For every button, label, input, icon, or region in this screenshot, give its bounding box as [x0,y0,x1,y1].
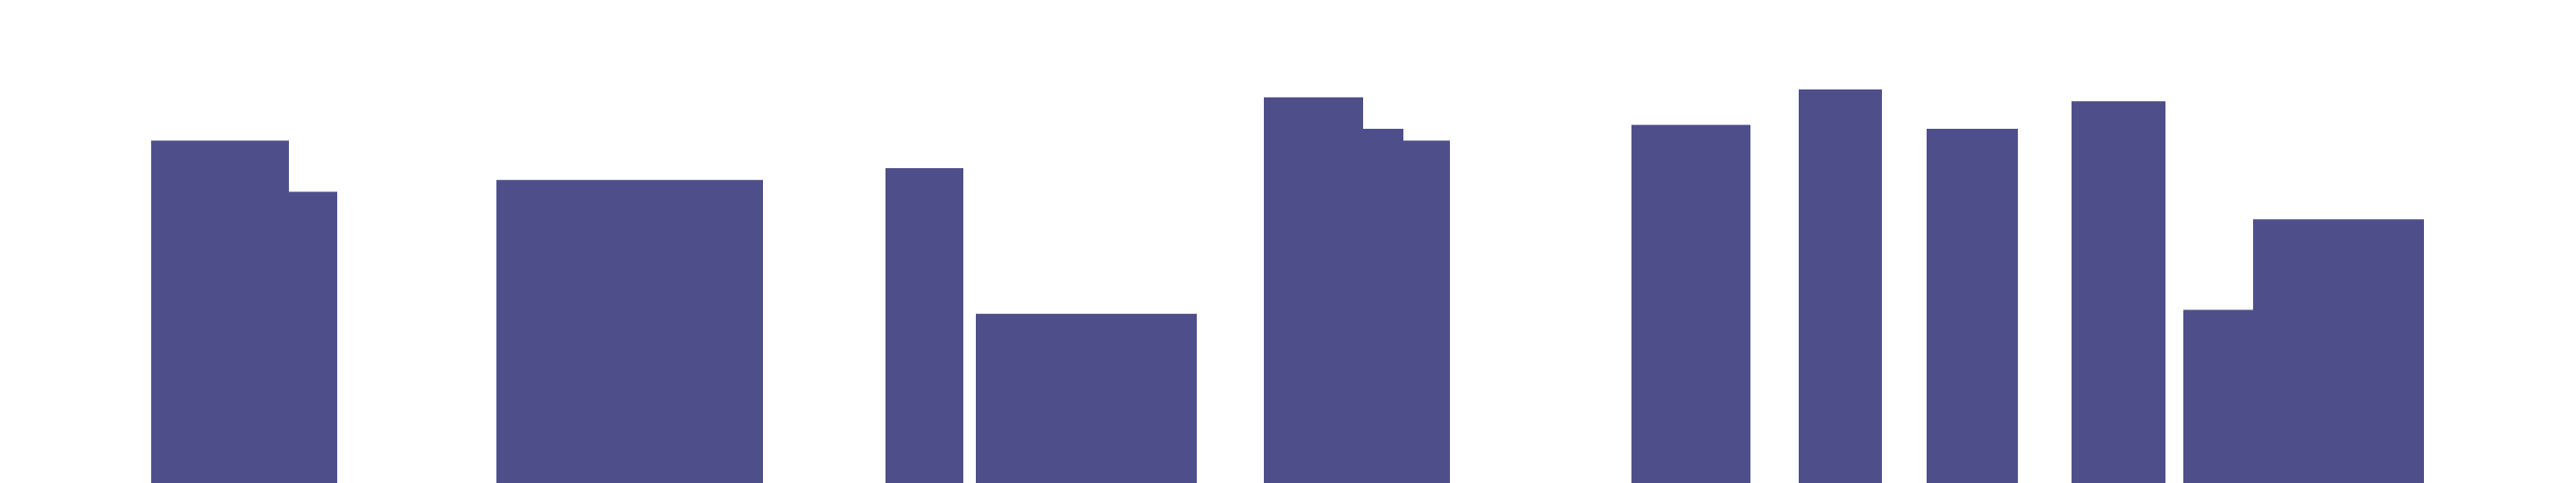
bar-g1-1 [151,140,289,483]
bar-g5-5 [2183,309,2253,483]
bar-g5-4 [2072,101,2165,483]
bar-g3-1 [886,168,963,483]
bars-layer [151,89,2424,483]
bar-g4-2 [1363,129,1403,483]
bar-g2-1 [496,180,763,483]
bar-g3-2 [976,313,1197,483]
bar-g5-1 [1631,124,1750,483]
bar-g4-1 [1264,97,1363,483]
bar-g1-2 [289,191,337,483]
bar-g5-6 [2253,219,2424,483]
bar-g5-2 [1799,89,1882,483]
bar-g5-3 [1927,129,2018,483]
bar-g4-3 [1403,140,1450,483]
